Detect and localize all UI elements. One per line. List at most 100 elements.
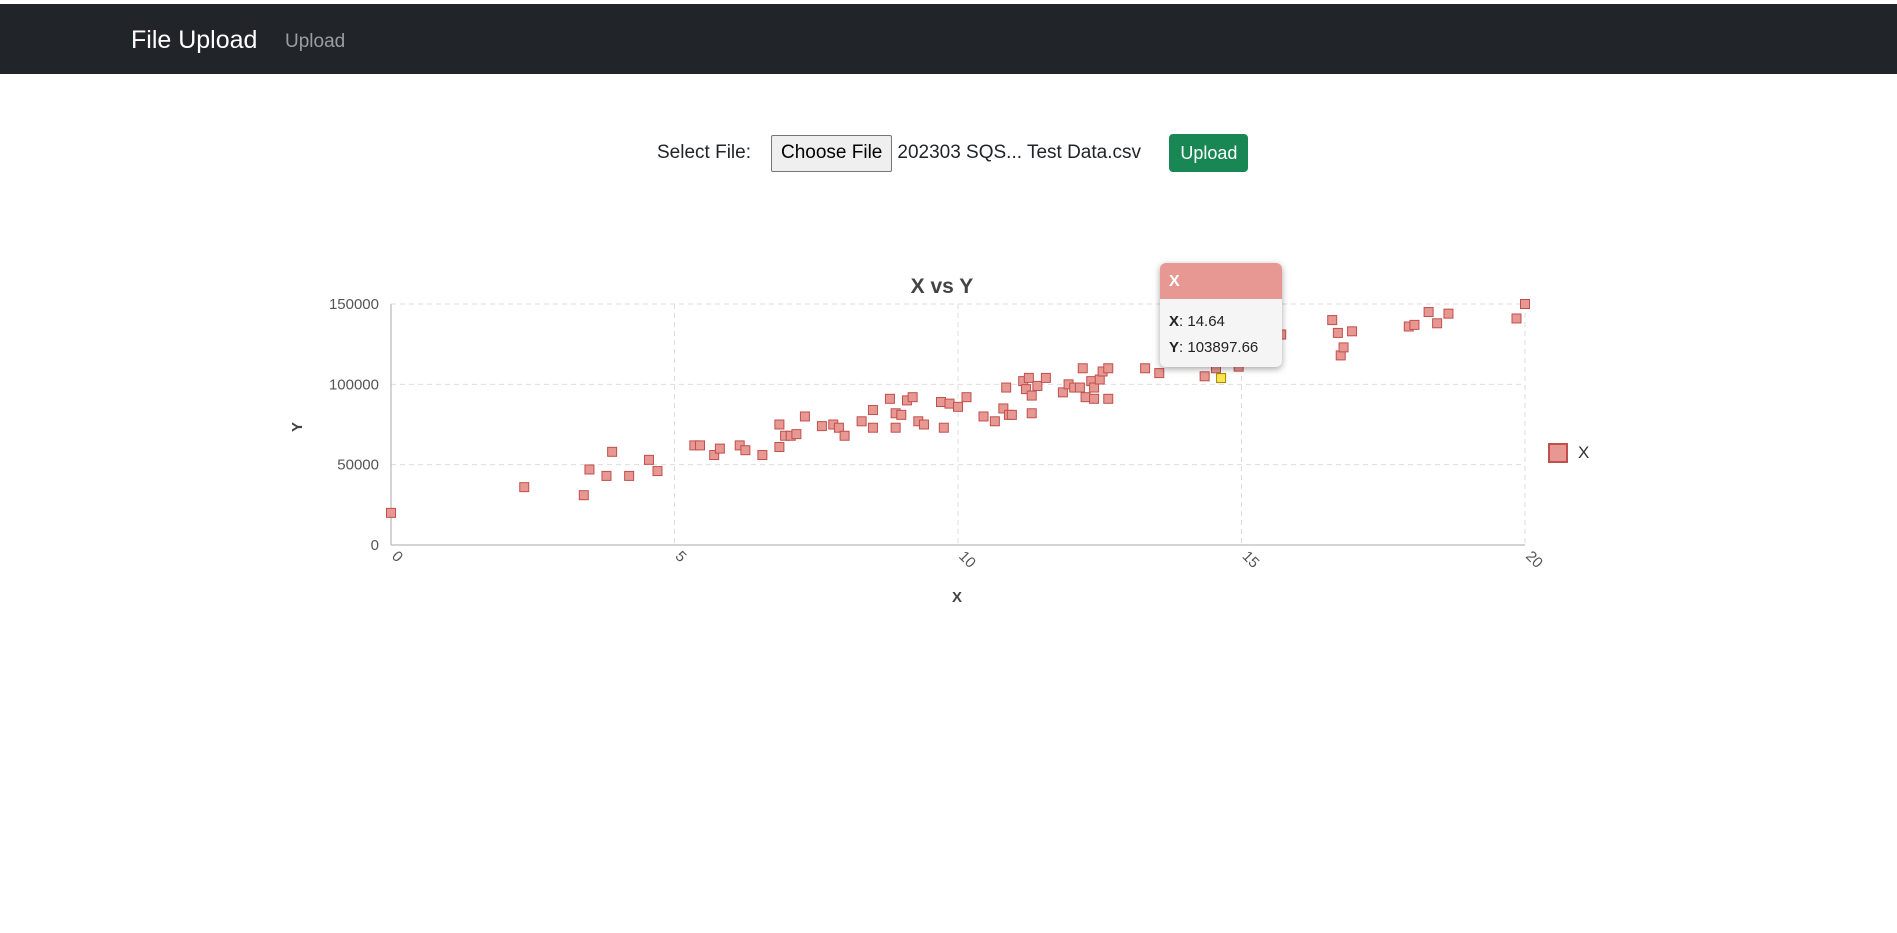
- y-tick-label: 100000: [329, 376, 379, 393]
- data-point[interactable]: [601, 470, 612, 481]
- x-tick-label: 0: [388, 548, 406, 566]
- data-point[interactable]: [652, 466, 663, 477]
- data-point[interactable]: [944, 398, 955, 409]
- data-point[interactable]: [643, 454, 654, 465]
- data-point[interactable]: [896, 409, 907, 420]
- data-point[interactable]: [607, 446, 618, 457]
- data-point[interactable]: [714, 443, 725, 454]
- data-point[interactable]: [961, 392, 972, 403]
- data-point[interactable]: [1021, 384, 1032, 395]
- data-point[interactable]: [978, 411, 989, 422]
- upload-button[interactable]: Upload: [1169, 134, 1249, 172]
- x-tick-label: 20: [1522, 548, 1546, 572]
- chart-grid: [391, 303, 1526, 545]
- data-point[interactable]: [1511, 313, 1522, 324]
- data-point[interactable]: [1080, 392, 1091, 403]
- data-point[interactable]: [839, 430, 850, 441]
- point-tooltip: X X: 14.64 Y: 103897.66: [1160, 263, 1282, 367]
- scatter-chart: X vs Y 0 50000 100000 150000 0 5 10 15 20 X Y: [289, 275, 1546, 606]
- data-point[interactable]: [1409, 319, 1420, 330]
- data-point[interactable]: [918, 419, 929, 430]
- data-point[interactable]: [1089, 382, 1100, 393]
- data-point[interactable]: [935, 397, 946, 408]
- data-point[interactable]: [1089, 393, 1100, 404]
- navbar: File Upload Upload: [0, 4, 1897, 74]
- data-point[interactable]: [998, 403, 1009, 414]
- data-point[interactable]: [938, 422, 949, 433]
- chart-axes: [390, 304, 1525, 546]
- data-point[interactable]: [1103, 363, 1114, 374]
- data-point[interactable]: [907, 392, 918, 403]
- data-point[interactable]: [1074, 382, 1085, 393]
- x-axis-label: X: [952, 589, 962, 606]
- data-point[interactable]: [833, 422, 844, 433]
- data-point[interactable]: [1332, 327, 1343, 338]
- data-point[interactable]: [1347, 326, 1358, 337]
- choose-file-button[interactable]: Choose File: [770, 134, 893, 172]
- data-point[interactable]: [953, 401, 963, 412]
- file-upload-form: Select File: Choose File 202303 SQS... T…: [657, 134, 1249, 172]
- chart-legend[interactable]: X: [1548, 443, 1589, 463]
- data-point[interactable]: [799, 411, 810, 422]
- data-point[interactable]: [695, 440, 706, 451]
- x-tick-label: 5: [672, 548, 690, 566]
- legend-label: X: [1578, 443, 1590, 462]
- chart-ticks: 0 50000 100000 150000 0 5 10 15 20: [329, 296, 1546, 572]
- data-point[interactable]: [867, 422, 878, 433]
- tooltip-x-label: X: [1169, 313, 1180, 330]
- data-point[interactable]: [1026, 390, 1037, 401]
- data-point[interactable]: [1001, 382, 1012, 393]
- data-point[interactable]: [1432, 318, 1443, 329]
- data-point[interactable]: [757, 450, 768, 461]
- data-point[interactable]: [1140, 363, 1151, 374]
- x-tick-label: 10: [955, 548, 979, 572]
- data-point[interactable]: [774, 441, 785, 452]
- data-point[interactable]: [1032, 380, 1043, 391]
- tooltip-series-name: X: [1160, 263, 1282, 299]
- data-point[interactable]: [1006, 409, 1017, 420]
- data-point[interactable]: [624, 470, 635, 481]
- data-point[interactable]: [1023, 372, 1034, 383]
- data-point[interactable]: [584, 464, 595, 475]
- data-point[interactable]: [1327, 315, 1338, 326]
- data-point[interactable]: [1057, 387, 1068, 398]
- x-tick-label: 15: [1239, 548, 1263, 572]
- y-tick-label: 0: [371, 537, 379, 554]
- select-file-label: Select File:: [657, 142, 751, 163]
- data-point[interactable]: [1077, 363, 1088, 374]
- data-point[interactable]: [1443, 308, 1454, 319]
- data-point[interactable]: [890, 422, 901, 433]
- data-point[interactable]: [1199, 371, 1210, 382]
- tooltip-x-row: X: 14.64: [1169, 313, 1225, 330]
- navbar-brand[interactable]: File Upload: [131, 26, 258, 54]
- data-point[interactable]: [709, 450, 720, 461]
- data-point[interactable]: [884, 393, 895, 404]
- data-point[interactable]: [774, 419, 785, 430]
- data-point[interactable]: [1423, 307, 1434, 318]
- data-point[interactable]: [1154, 368, 1165, 379]
- data-point[interactable]: [519, 482, 530, 493]
- y-tick-label: 50000: [337, 457, 379, 474]
- data-point[interactable]: [989, 416, 1000, 427]
- data-point[interactable]: [1026, 408, 1037, 419]
- data-point[interactable]: [740, 445, 751, 456]
- data-point[interactable]: [816, 421, 827, 432]
- nav-link-upload[interactable]: Upload: [285, 31, 346, 52]
- y-axis-label: Y: [289, 422, 306, 432]
- data-point[interactable]: [867, 405, 878, 416]
- tooltip-y-row: Y: 103897.66: [1169, 339, 1259, 356]
- data-point[interactable]: [1040, 372, 1051, 383]
- highlighted-data-point[interactable]: [1216, 373, 1227, 384]
- tooltip-body: X: 14.64 Y: 103897.66: [1160, 299, 1282, 367]
- data-point[interactable]: [856, 416, 867, 427]
- data-point[interactable]: [1103, 393, 1114, 404]
- data-point[interactable]: [578, 490, 589, 501]
- data-point[interactable]: [386, 507, 396, 518]
- data-point[interactable]: [1338, 342, 1349, 353]
- legend-swatch: [1548, 443, 1568, 463]
- chart-title: X vs Y: [911, 275, 974, 298]
- data-point[interactable]: [1520, 299, 1530, 309]
- tooltip-y-label: Y: [1169, 339, 1180, 356]
- data-point[interactable]: [791, 429, 802, 440]
- tooltip-x-value: 14.64: [1187, 313, 1225, 330]
